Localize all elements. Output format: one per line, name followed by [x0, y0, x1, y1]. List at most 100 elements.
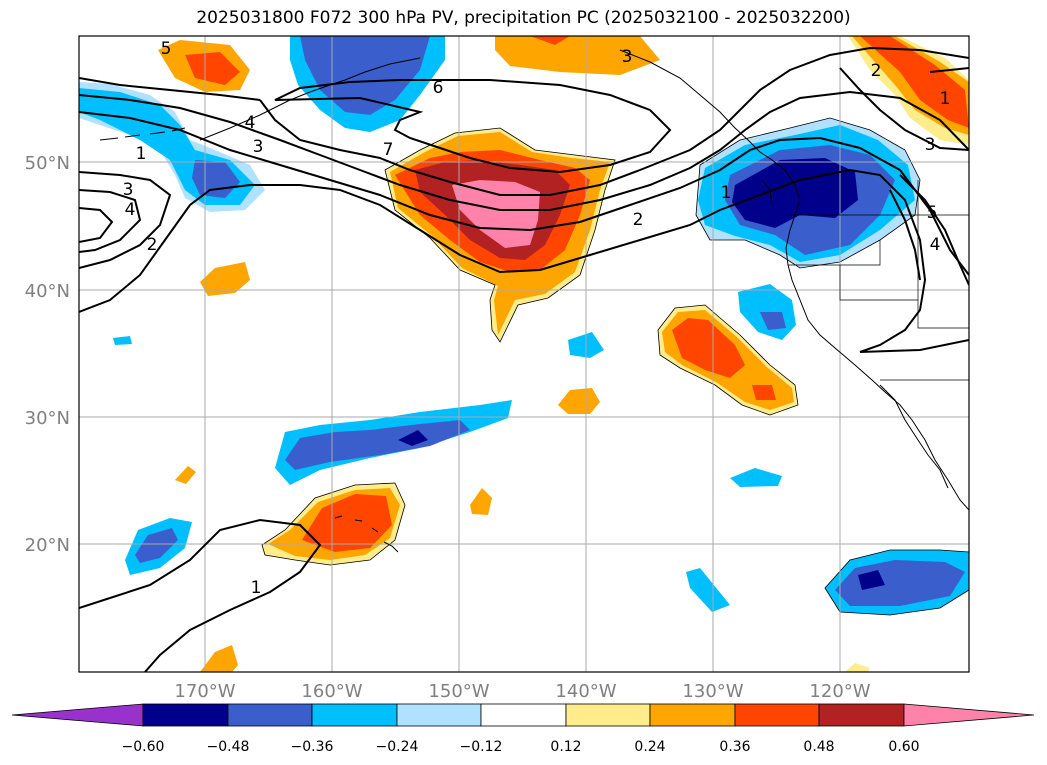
coastline-haida-gwaii	[761, 179, 773, 206]
precip-blob	[398, 430, 428, 446]
pv-contour	[899, 174, 969, 286]
contour-label: 3	[622, 47, 633, 67]
graticule	[79, 36, 969, 672]
colorbar-segment	[142, 703, 229, 727]
precip-blob	[470, 488, 492, 515]
lon-label: 150°W	[428, 681, 489, 702]
coastlines	[99, 49, 969, 553]
coastline-se-alaska	[619, 49, 786, 171]
pv-contour	[274, 79, 672, 174]
lat-label: 40°N	[25, 281, 70, 302]
contour-label: 1	[251, 578, 262, 598]
precip-blob	[558, 388, 600, 414]
precip-blob	[530, 36, 570, 45]
map-title: 2025031800 F072 300 hPa PV, precipitatio…	[196, 8, 851, 28]
contour-label-group: 6 7 5 4 3 1 3 4 2 2 1 3 4 5 2 1 3 1	[123, 39, 951, 598]
precip-blob	[452, 180, 540, 248]
precip-blob	[495, 36, 660, 75]
coastline-aleutians	[99, 127, 186, 141]
precip-blob	[135, 528, 178, 563]
precip-outline	[261, 482, 406, 566]
lon-label: 140°W	[555, 681, 616, 702]
lon-label: 120°W	[809, 681, 870, 702]
colorbar-segment	[649, 703, 736, 727]
lon-label: 170°W	[174, 681, 235, 702]
contour-label: 1	[721, 183, 732, 203]
pv-contour	[79, 189, 142, 253]
pv-contour	[839, 67, 969, 151]
precip-blob	[302, 494, 392, 552]
precip-blob	[200, 645, 238, 672]
colorbar-segment	[311, 703, 398, 727]
contour-label: 5	[161, 39, 172, 59]
colorbar-tick-label: −0.48	[207, 739, 250, 755]
precip-outlines	[261, 117, 969, 616]
lon-label: 130°W	[682, 681, 743, 702]
precip-blob	[113, 336, 132, 345]
colorbar-segment	[227, 703, 313, 727]
lat-label: 30°N	[25, 408, 70, 429]
colorbar-tick-label: −0.12	[460, 739, 503, 755]
contour-label: 5	[927, 203, 938, 223]
precip-blob	[860, 36, 969, 128]
colorbar-tick-label: 0.60	[888, 739, 919, 755]
map-frame	[78, 35, 970, 673]
colorbar-segment	[818, 703, 905, 727]
contour-label: 3	[253, 137, 264, 157]
colorbar-segment	[480, 703, 567, 727]
lat-label: 50°N	[25, 153, 70, 174]
pv-contour	[79, 90, 969, 211]
coastline-baja	[879, 384, 949, 489]
contour-label: 1	[940, 89, 951, 109]
precip-blob	[175, 466, 196, 484]
pv-contour	[929, 67, 969, 73]
precip-blob	[672, 318, 745, 378]
contour-label: 2	[147, 235, 158, 255]
border-wa-or	[788, 240, 881, 266]
coastline-hawaii	[334, 515, 399, 553]
colorbar-tick-label: 0.48	[803, 739, 834, 755]
coastline-alaska-peninsula	[199, 57, 421, 141]
contour-label: 4	[930, 235, 941, 255]
colorbar-tick-labels: −0.60 −0.48 −0.36 −0.24 −0.12 0.12 0.24 …	[122, 739, 920, 755]
precip-blob	[760, 312, 786, 330]
lat-labels: 50°N 40°N 30°N 20°N	[25, 153, 70, 556]
precip-blob	[752, 385, 776, 400]
precip-blob	[858, 570, 885, 590]
colorbar-tick-label: 0.24	[634, 739, 665, 755]
colorbar-tick-label: 0.12	[550, 739, 581, 755]
precip-blob	[185, 52, 240, 85]
precip-positive-areas	[158, 36, 969, 672]
precip-blob	[835, 560, 965, 606]
precip-blob	[730, 468, 782, 487]
precip-blob	[285, 420, 470, 470]
colorbar-segment	[903, 703, 1035, 727]
pv-contour	[889, 189, 921, 281]
contour-label: 6	[433, 78, 444, 98]
contour-label: 3	[123, 180, 134, 200]
political-borders	[788, 180, 969, 381]
pv-contour	[79, 168, 969, 353]
colorbar-segment	[734, 703, 820, 727]
pv-contour	[79, 207, 114, 243]
precip-outline	[384, 127, 616, 343]
colorbar-tick-label: −0.60	[122, 739, 165, 755]
pv-contours	[79, 46, 969, 672]
contour-label: 4	[125, 200, 136, 220]
colorbar-segment	[565, 703, 651, 727]
lon-label: 160°W	[301, 681, 362, 702]
lat-label: 20°N	[25, 535, 70, 556]
pv-contour	[79, 518, 322, 672]
colorbar-segment	[396, 703, 482, 727]
precip-outline	[657, 304, 799, 416]
contour-label: 2	[871, 61, 882, 81]
precip-outline	[695, 117, 921, 269]
pv-contour	[79, 171, 172, 269]
colorbar	[11, 703, 1035, 727]
contour-label: 7	[383, 140, 394, 160]
colorbar-tick-label: 0.36	[719, 739, 750, 755]
contour-label: 3	[925, 135, 936, 155]
precip-blob	[845, 663, 870, 672]
precip-blob	[200, 262, 250, 296]
